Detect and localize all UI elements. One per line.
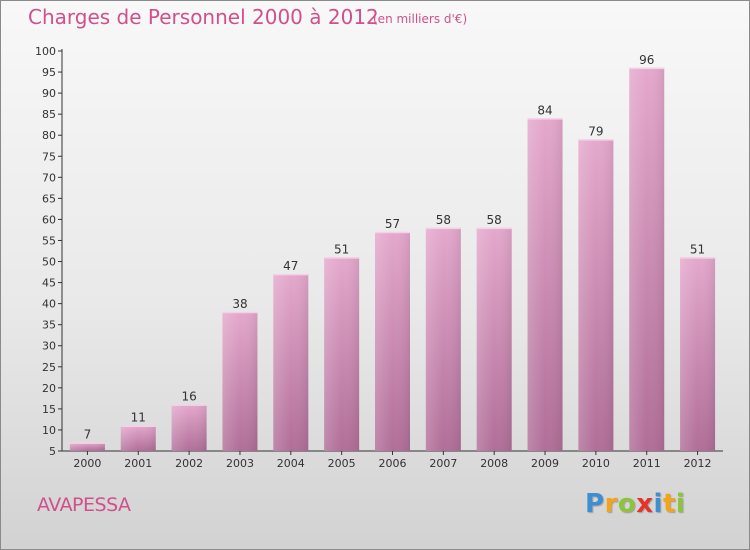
logo-letter: r bbox=[604, 489, 618, 519]
bar-shading bbox=[120, 425, 156, 451]
y-tick-label: 30 bbox=[42, 340, 56, 353]
value-label: 51 bbox=[690, 242, 705, 256]
y-tick-label: 100 bbox=[35, 45, 56, 58]
logo-letter: o bbox=[617, 489, 637, 519]
logo-letter: x bbox=[636, 489, 654, 519]
x-tick-label: 2011 bbox=[633, 457, 661, 470]
value-label: 51 bbox=[334, 242, 349, 256]
y-tick-label: 60 bbox=[42, 213, 56, 226]
chart-title: Charges de Personnel 2000 à 2012 bbox=[28, 5, 379, 29]
logo-letter: t bbox=[662, 489, 676, 519]
bar-shading bbox=[629, 67, 665, 451]
bar-shading bbox=[69, 442, 105, 451]
y-tick-label: 70 bbox=[42, 171, 56, 184]
x-axis: 2000 2001 2002 2003 2004 2005 2006 2007 2008 2009… bbox=[62, 450, 723, 470]
value-label: 38 bbox=[232, 297, 247, 311]
y-axis: 5 10 15 20 25 30 35 40 45 50 55 60 65 70 75 80 85 90 95 100 bbox=[35, 45, 63, 458]
bar-shading bbox=[680, 257, 716, 451]
y-tick-label: 80 bbox=[42, 129, 56, 142]
bar-shading bbox=[476, 227, 512, 451]
chart-subtitle: (en milliers d'€) bbox=[373, 12, 468, 26]
y-tick-label: 5 bbox=[49, 445, 56, 458]
bar-shading bbox=[527, 118, 563, 452]
value-label: 47 bbox=[283, 259, 298, 273]
bars-group: 7 11 16 38 47 51 57 58 58 84 79 96 51 bbox=[69, 53, 716, 452]
x-tick-label: 2012 bbox=[684, 457, 712, 470]
x-tick-label: 2007 bbox=[429, 457, 457, 470]
value-label: 79 bbox=[588, 124, 603, 138]
value-label: 58 bbox=[436, 213, 451, 227]
proxiti-logo: Proxiti bbox=[585, 489, 685, 519]
bar-shading bbox=[375, 232, 410, 451]
x-tick-label: 2004 bbox=[277, 457, 305, 470]
value-label: 16 bbox=[181, 390, 196, 404]
y-tick-label: 65 bbox=[42, 192, 56, 205]
x-tick-label: 2003 bbox=[226, 457, 254, 470]
x-tick-label: 2008 bbox=[480, 457, 508, 470]
logo-letter: i bbox=[675, 489, 686, 519]
x-tick-label: 2001 bbox=[124, 457, 152, 470]
x-tick-label: 2005 bbox=[328, 457, 356, 470]
bar-shading bbox=[324, 257, 360, 451]
y-tick-label: 10 bbox=[42, 424, 56, 437]
y-tick-label: 25 bbox=[42, 361, 56, 374]
y-tick-label: 90 bbox=[42, 87, 56, 100]
y-tick-label: 45 bbox=[42, 277, 56, 290]
value-label: 58 bbox=[487, 213, 502, 227]
value-label: 96 bbox=[639, 53, 654, 67]
y-tick-label: 35 bbox=[42, 319, 56, 332]
y-tick-label: 55 bbox=[42, 234, 56, 247]
y-tick-label: 95 bbox=[42, 66, 56, 79]
value-label: 7 bbox=[84, 428, 92, 442]
bar-shading bbox=[578, 139, 614, 451]
value-label: 84 bbox=[537, 103, 552, 117]
y-tick-label: 50 bbox=[42, 256, 56, 269]
y-tick-label: 20 bbox=[42, 382, 56, 395]
value-label: 11 bbox=[131, 411, 146, 425]
logo-letter: P bbox=[585, 489, 605, 519]
x-tick-label: 2009 bbox=[531, 457, 559, 470]
x-tick-label: 2000 bbox=[73, 457, 101, 470]
bar-shading bbox=[425, 227, 461, 451]
bar-shading bbox=[171, 404, 207, 451]
y-tick-label: 40 bbox=[42, 298, 56, 311]
x-tick-label: 2002 bbox=[175, 457, 203, 470]
x-tick-label: 2006 bbox=[379, 457, 407, 470]
value-label: 57 bbox=[385, 217, 400, 231]
bar-shading bbox=[222, 312, 258, 451]
y-tick-label: 75 bbox=[42, 150, 56, 163]
logo-letter: i bbox=[653, 489, 663, 519]
bar-shading bbox=[273, 274, 309, 451]
commune-name: AVAPESSA bbox=[37, 494, 131, 516]
x-tick-label: 2010 bbox=[582, 457, 610, 470]
y-tick-label: 15 bbox=[42, 403, 56, 416]
y-tick-label: 85 bbox=[42, 108, 56, 121]
